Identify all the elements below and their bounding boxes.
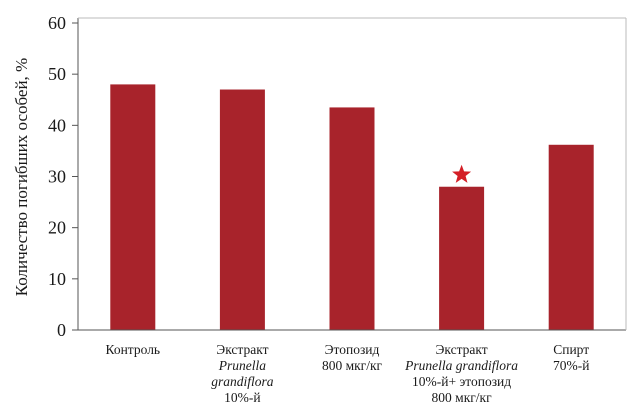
x-category-label-line: Prunella: [218, 358, 266, 373]
y-tick-label: 20: [48, 218, 66, 238]
x-category-label-line: Этопозид: [325, 342, 380, 357]
x-category-label-line: Prunella grandiflora: [404, 358, 518, 373]
bar: [219, 89, 265, 331]
x-category-label-line: grandiflora: [211, 374, 274, 389]
significance-star-icon: [452, 164, 472, 183]
x-axis-labels: Контроль Экстракт Prunella grandiflora 10%-й…: [106, 342, 590, 405]
x-category-label: Этопозид 800 мкг/кг: [322, 342, 383, 373]
x-category-label-line: 10%-й+ этопозид: [412, 374, 511, 389]
x-category-label: Экстракт Prunella grandiflora 10%-й+ этопо…: [404, 342, 518, 405]
bar: [548, 144, 594, 330]
y-tick-label: 30: [48, 167, 66, 187]
bar: [329, 107, 375, 330]
y-axis: 0 10 20 30 40 50 60: [48, 13, 78, 340]
y-tick-label: 50: [48, 64, 66, 84]
y-tick-label: 0: [57, 320, 66, 340]
x-category-label: Контроль: [106, 342, 161, 357]
x-category-label: Экстракт Prunella grandiflora 10%-й: [211, 342, 274, 405]
x-category-label-line: 800 мкг/кг: [322, 358, 383, 373]
y-tick-label: 60: [48, 13, 66, 33]
x-category-label-line: 800 мкг/кг: [432, 390, 493, 405]
x-category-label-line: Спирт: [553, 342, 589, 357]
x-category-label-line: Экстракт: [216, 342, 268, 357]
x-category-label-line: Экстракт: [435, 342, 487, 357]
x-category-label: Спирт 70%-й: [553, 342, 589, 373]
significance-markers: [452, 164, 472, 183]
y-tick-label: 10: [48, 269, 66, 289]
axes: [77, 17, 627, 331]
y-axis-title: Количество погибших особей, %: [12, 58, 31, 296]
bars: [110, 84, 594, 331]
x-category-label-line: 10%-й: [224, 390, 260, 405]
bar: [439, 186, 485, 330]
x-category-label-line: 70%-й: [553, 358, 589, 373]
bar: [110, 84, 156, 331]
x-category-label-line: Контроль: [106, 342, 161, 357]
y-tick-label: 40: [48, 115, 66, 135]
